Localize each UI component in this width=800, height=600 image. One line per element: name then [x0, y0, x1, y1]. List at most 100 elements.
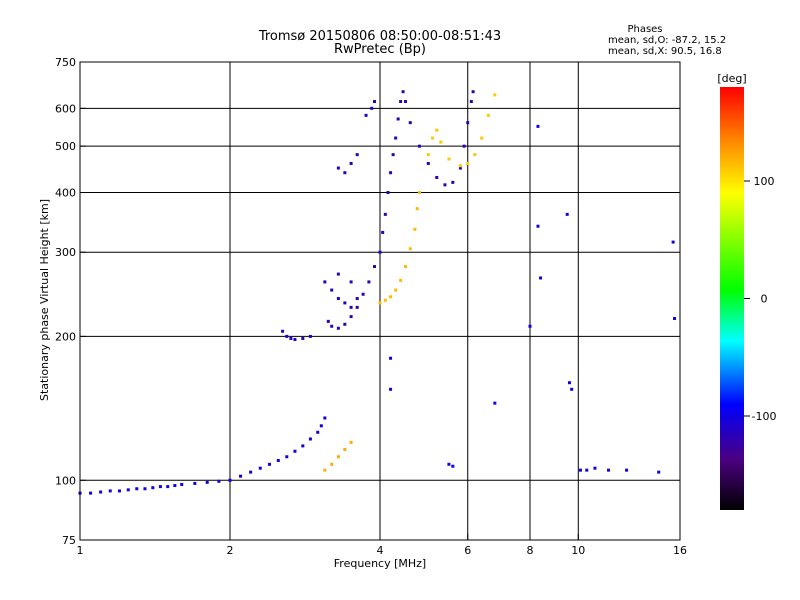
data-point: [336, 272, 340, 276]
colorbar-tick-label: -100: [752, 410, 777, 423]
data-point: [394, 288, 398, 292]
data-point: [217, 479, 221, 483]
data-point: [323, 416, 327, 420]
y-tick-label: 400: [55, 186, 76, 199]
data-point: [408, 247, 412, 251]
data-point: [349, 315, 353, 319]
y-tick-label: 500: [55, 140, 76, 153]
data-point: [151, 486, 155, 490]
x-axis-label: Frequency [MHz]: [334, 557, 426, 570]
data-point: [389, 387, 393, 391]
data-point: [458, 166, 462, 170]
data-point: [117, 489, 121, 493]
data-point: [403, 100, 407, 104]
data-point: [673, 316, 677, 320]
plot-area: 1 2 4 6 8 10 16 75 100 200 300 400 500 600 750: [55, 56, 687, 557]
data-point: [570, 387, 574, 391]
data-point: [249, 470, 253, 474]
data-point: [228, 478, 232, 482]
data-point: [301, 444, 305, 448]
data-point: [330, 288, 334, 292]
data-point: [343, 301, 347, 305]
data-point: [657, 470, 661, 474]
data-point: [403, 265, 407, 269]
data-point: [447, 462, 451, 466]
data-point: [319, 424, 323, 428]
data-point: [373, 265, 377, 269]
data-point: [536, 124, 540, 128]
data-point: [281, 329, 285, 333]
data-point: [343, 171, 347, 175]
data-point: [349, 440, 353, 444]
data-point: [166, 485, 170, 489]
data-point: [458, 164, 462, 168]
data-point: [383, 212, 387, 216]
chart-title: Tromsø 20150806 08:50:00-08:51:43: [258, 29, 501, 44]
data-point: [389, 295, 393, 299]
data-point: [193, 481, 197, 485]
phases-x-stats: mean, sd,X: 90.5, 16.8: [608, 46, 722, 57]
y-tick-label: 750: [55, 56, 76, 69]
data-point: [585, 468, 589, 472]
data-point: [607, 468, 611, 472]
data-point: [355, 297, 359, 301]
data-point: [471, 90, 475, 94]
data-point: [108, 489, 112, 493]
data-point: [239, 474, 243, 478]
data-point: [330, 462, 334, 466]
y-axis-label: Stationary phase Virtual Height [km]: [38, 199, 51, 401]
data-point: [205, 480, 209, 484]
data-point: [289, 336, 293, 340]
data-point: [439, 140, 443, 144]
chart-subtitle: RwPretec (Bp): [334, 42, 426, 57]
data-point: [469, 100, 473, 104]
data-point: [408, 121, 412, 125]
data-point: [258, 466, 262, 470]
data-point: [99, 490, 103, 494]
data-point: [383, 298, 387, 302]
data-point: [276, 458, 280, 462]
data-point: [593, 466, 597, 470]
x-tick-label: 1: [77, 544, 84, 557]
data-point: [336, 455, 340, 459]
data-point: [451, 180, 455, 184]
data-point: [301, 336, 305, 340]
data-point: [180, 482, 184, 486]
data-point: [399, 100, 403, 104]
data-point: [389, 171, 393, 175]
data-point: [417, 144, 421, 148]
colorbar-label: [deg]: [717, 72, 746, 85]
data-point: [349, 161, 353, 165]
x-tick-label: 16: [673, 544, 687, 557]
data-point: [480, 136, 484, 140]
data-point: [466, 121, 470, 125]
data-point: [671, 240, 675, 244]
data-point: [316, 430, 320, 434]
data-point: [389, 356, 393, 360]
x-tick-label: 6: [464, 544, 471, 557]
data-point: [399, 278, 403, 282]
data-point: [381, 230, 385, 234]
data-point: [565, 212, 569, 216]
x-tick-label: 8: [527, 544, 534, 557]
data-point: [370, 106, 374, 110]
data-point: [536, 224, 540, 228]
data-point: [349, 305, 353, 309]
data-point: [343, 447, 347, 451]
data-point: [466, 161, 470, 165]
data-point: [426, 153, 430, 157]
data-point: [473, 153, 477, 157]
data-point: [451, 464, 455, 468]
data-point: [330, 324, 334, 328]
data-point: [447, 157, 451, 161]
data-point: [528, 324, 532, 328]
data-point: [443, 183, 447, 187]
data-point: [486, 113, 490, 117]
data-point: [173, 484, 177, 488]
data-point: [126, 488, 130, 492]
data-point: [578, 468, 582, 472]
colorbar-gradient: [720, 87, 744, 510]
data-point: [567, 381, 571, 385]
data-point: [89, 491, 93, 495]
